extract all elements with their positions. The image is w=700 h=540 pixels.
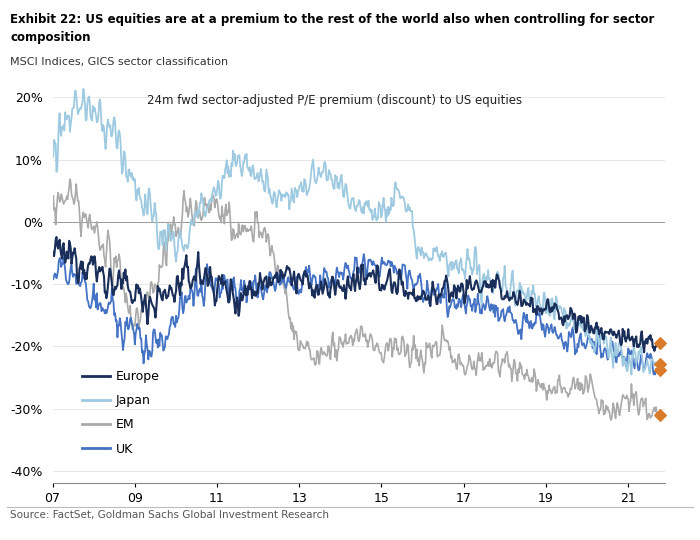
Point [654,360,666,368]
Text: Exhibit 22: US equities are at a premium to the rest of the world also when cont: Exhibit 22: US equities are at a premium… [10,14,655,44]
Text: 24m fwd sector-adjusted P/E premium (discount) to US equities: 24m fwd sector-adjusted P/E premium (dis… [147,94,522,107]
Text: Source: FactSet, Goldman Sachs Global Investment Research: Source: FactSet, Goldman Sachs Global In… [10,510,330,521]
Text: MSCI Indices, GICS sector classification: MSCI Indices, GICS sector classification [10,57,229,67]
Point [654,410,666,419]
Point [654,366,666,374]
Point [654,339,666,348]
Legend: Europe, Japan, EM, UK: Europe, Japan, EM, UK [77,365,164,461]
